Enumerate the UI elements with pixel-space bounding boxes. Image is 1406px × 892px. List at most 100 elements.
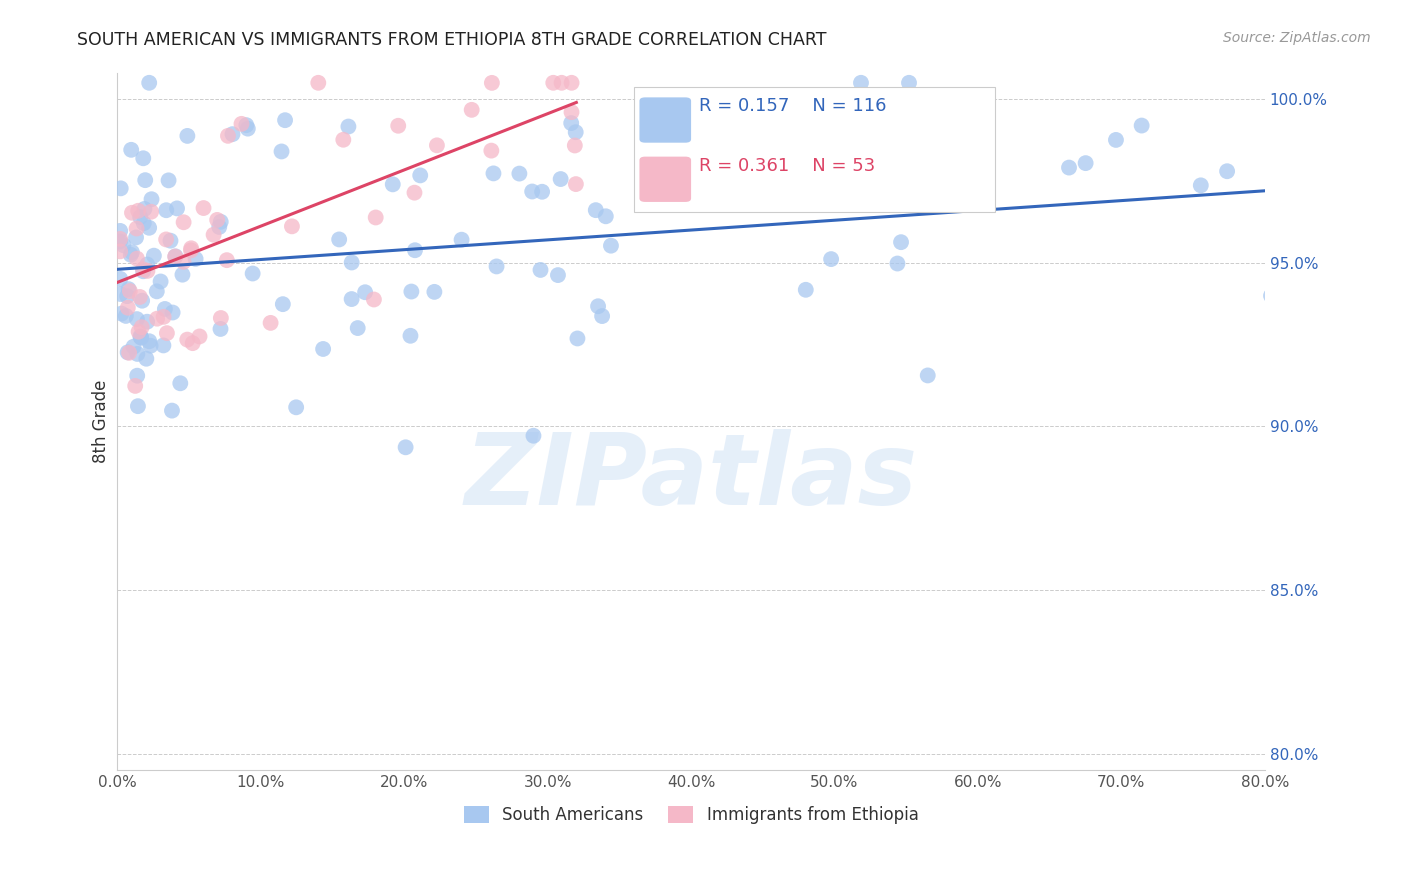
Point [363,293,385,307]
Point [585,203,607,218]
Point [285,401,308,415]
Point [565,177,588,191]
Point [139,339,162,353]
Point [591,309,613,323]
Point [184,252,207,266]
Point [202,227,225,242]
Point [180,244,202,258]
Point [404,186,426,200]
Point [176,333,198,347]
Point [121,206,143,220]
Point [165,249,187,263]
Point [529,263,551,277]
Point [127,399,149,413]
Point [522,428,544,442]
Point [110,272,132,286]
Point [117,282,139,296]
Point [125,312,148,326]
Point [340,255,363,269]
Point [115,289,138,303]
Point [165,250,187,264]
Text: R = 0.157    N = 116: R = 0.157 N = 116 [699,97,887,115]
Text: R = 0.361    N = 53: R = 0.361 N = 53 [699,157,876,175]
Point [481,76,503,90]
Point [149,275,172,289]
Point [409,169,432,183]
Point [117,301,139,315]
Point [387,119,409,133]
Point [890,235,912,249]
FancyBboxPatch shape [640,157,692,202]
Point [307,76,329,90]
Point [401,285,423,299]
Point [176,128,198,143]
Point [485,260,508,274]
Point [141,192,163,206]
Point [136,258,159,272]
Point [450,233,472,247]
Point [312,342,335,356]
Text: SOUTH AMERICAN VS IMMIGRANTS FROM ETHIOPIA 8TH GRADE CORRELATION CHART: SOUTH AMERICAN VS IMMIGRANTS FROM ETHIOP… [77,31,827,49]
Point [231,117,253,131]
Point [600,238,623,252]
Point [129,329,152,343]
Point [125,252,148,266]
Point [886,256,908,270]
Point [112,238,135,252]
Point [124,379,146,393]
Point [595,209,617,223]
Point [1057,161,1080,175]
Point [1189,178,1212,193]
Point [794,283,817,297]
Point [180,241,202,255]
Point [426,138,449,153]
Point [898,76,921,90]
Point [235,118,257,132]
Point [274,113,297,128]
Point [153,301,176,316]
Point [110,181,132,195]
Point [173,215,195,229]
Point [215,253,238,268]
Point [108,235,131,249]
Point [188,329,211,343]
Point [118,284,141,298]
Text: ZIPatlas: ZIPatlas [464,429,918,525]
Point [543,76,565,90]
Point [423,285,446,299]
Point [134,173,156,187]
Point [236,121,259,136]
Point [364,211,387,225]
Point [340,292,363,306]
Point [209,322,232,336]
Point [110,287,132,301]
Point [741,172,763,186]
Point [132,264,155,278]
Point [404,244,426,258]
Point [122,340,145,354]
Point [1260,289,1282,303]
Point [259,316,281,330]
Point [720,95,742,110]
Point [845,127,868,141]
Point [129,210,152,224]
Point [131,320,153,334]
Point [208,219,231,234]
Point [146,285,169,299]
Point [394,440,416,454]
Point [131,293,153,308]
Point [508,167,530,181]
Point [332,133,354,147]
Point [136,315,159,329]
Point [479,144,502,158]
Point [136,264,159,278]
Point [146,311,169,326]
Point [586,299,609,313]
Point [127,203,149,218]
Point [560,105,582,120]
Point [132,151,155,165]
Point [155,232,177,246]
Point [118,346,141,360]
Point [560,116,582,130]
Point [134,202,156,216]
